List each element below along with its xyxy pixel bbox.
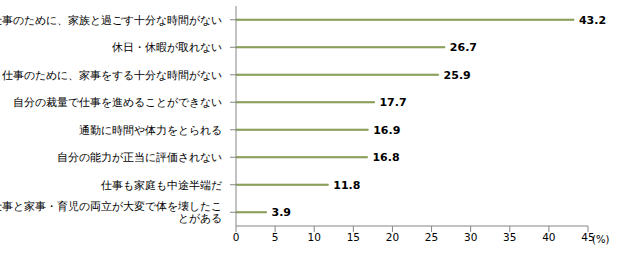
svg-text:16.9: 16.9 xyxy=(373,124,400,137)
svg-text:10: 10 xyxy=(308,231,321,243)
svg-text:5: 5 xyxy=(272,231,279,243)
svg-text:自分の裁量で仕事を進めることができない: 自分の裁量で仕事を進めることができない xyxy=(13,96,222,108)
svg-text:(%): (%) xyxy=(592,234,609,245)
svg-text:15: 15 xyxy=(347,231,360,243)
svg-text:45: 45 xyxy=(581,231,595,244)
svg-text:26.7: 26.7 xyxy=(450,41,477,54)
svg-text:25: 25 xyxy=(425,231,438,243)
svg-text:25.9: 25.9 xyxy=(444,69,471,82)
svg-text:仕事のために、家事をする十分な時間がない: 仕事のために、家事をする十分な時間がない xyxy=(8,69,222,82)
svg-text:30: 30 xyxy=(464,231,477,243)
svg-text:通勤に時間や体力をとられる: 通勤に時間や体力をとられる xyxy=(79,124,222,136)
svg-text:17.7: 17.7 xyxy=(379,96,406,109)
svg-text:0: 0 xyxy=(233,231,240,243)
svg-text:20: 20 xyxy=(386,231,399,243)
svg-text:仕事のために、家族と過ごす十分な時間がない: 仕事のために、家族と過ごす十分な時間がない xyxy=(8,14,222,27)
svg-text:11.8: 11.8 xyxy=(333,179,360,192)
svg-text:35: 35 xyxy=(503,231,516,243)
svg-text:仕事も家庭も中途半端だ: 仕事も家庭も中途半端だ xyxy=(101,179,222,191)
svg-text:40: 40 xyxy=(542,231,555,243)
svg-text:自分の能力が正当に評価されない: 自分の能力が正当に評価されない xyxy=(57,151,222,163)
svg-text:休日・休暇が取れない: 休日・休暇が取れない xyxy=(112,41,222,53)
svg-text:3.9: 3.9 xyxy=(272,206,292,219)
svg-text:16.8: 16.8 xyxy=(372,151,399,164)
svg-text:43.2: 43.2 xyxy=(579,14,606,27)
svg-text:仕事と家事・育児の両立が大変で体を壊したことがある: 仕事と家事・育児の両立が大変で体を壊したことがある xyxy=(8,200,222,224)
